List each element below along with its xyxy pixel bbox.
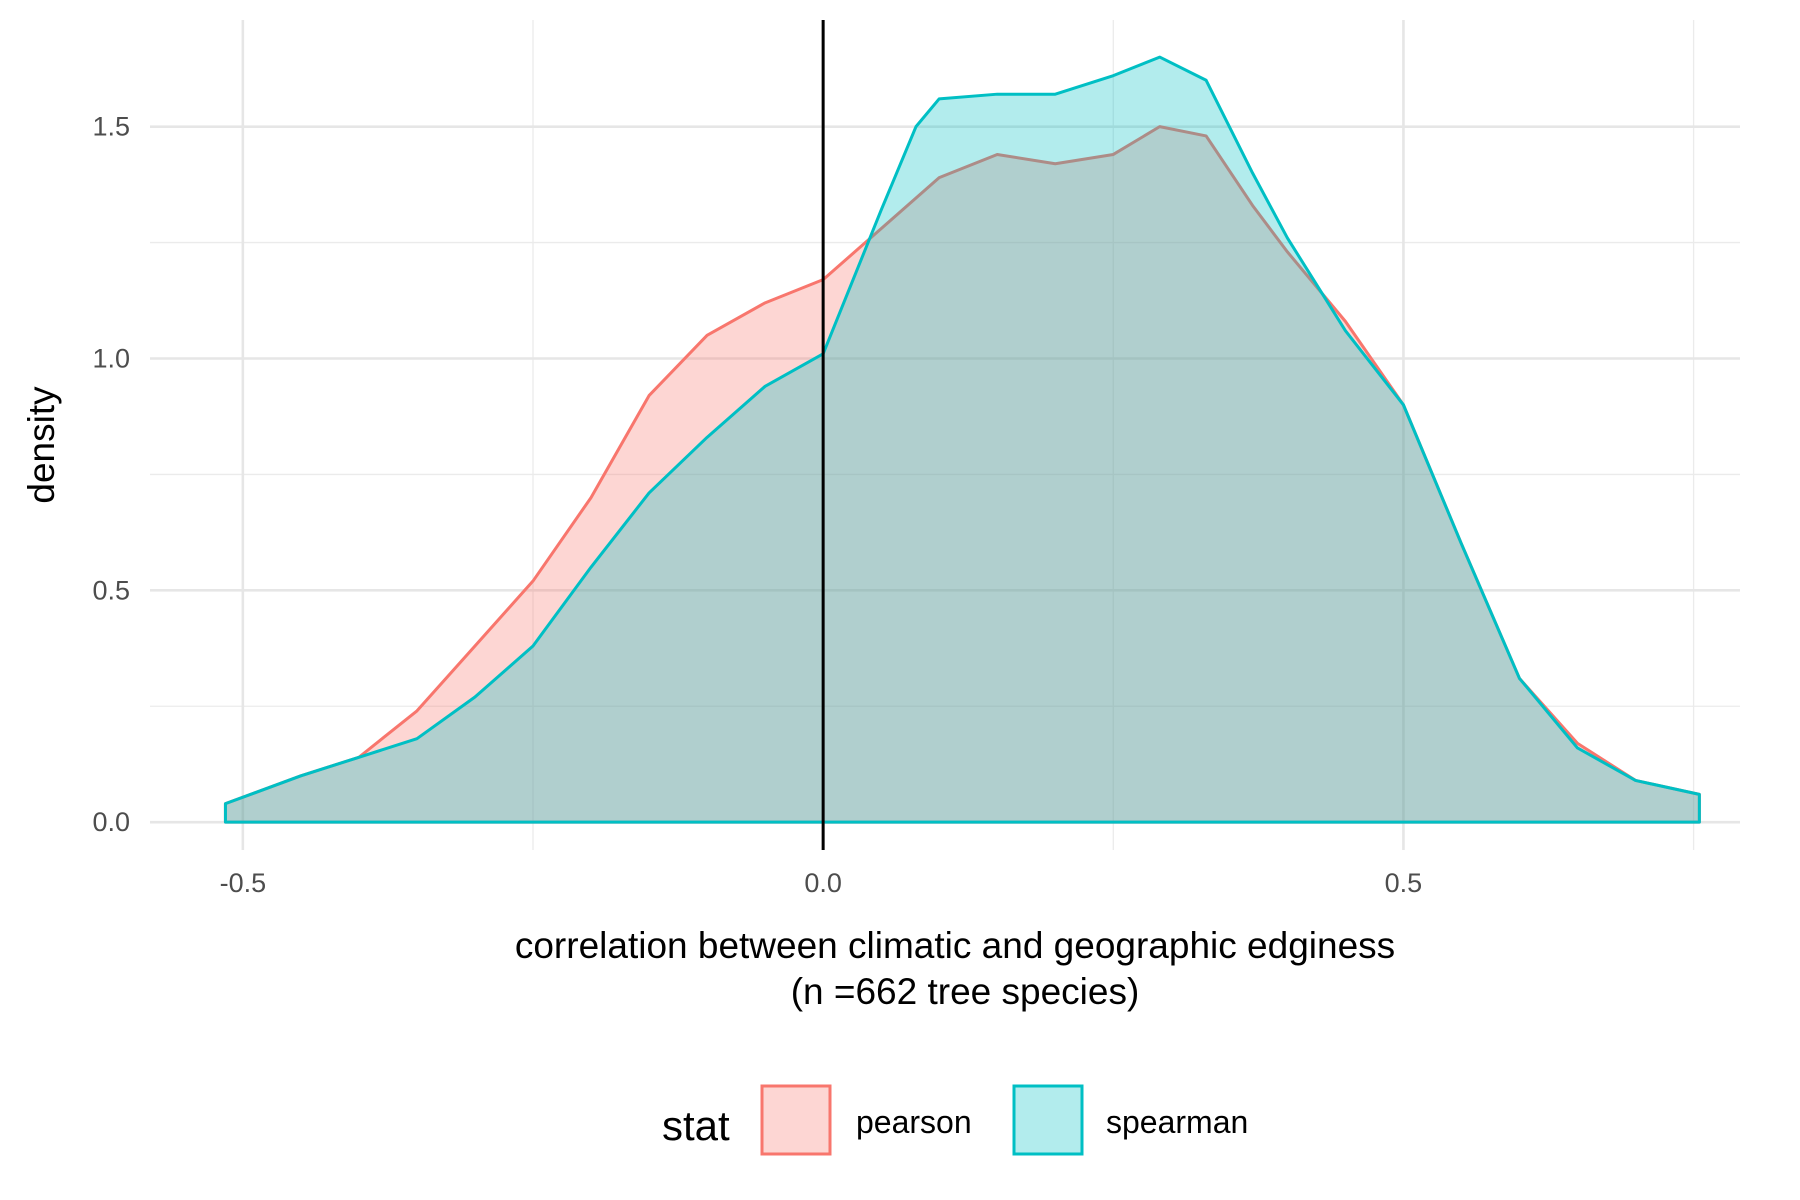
x-axis-title-line2: (n =662 tree species) — [791, 971, 1140, 1012]
y-axis-tick-labels: 0.0 0.5 1.0 1.5 — [92, 112, 130, 838]
minor-gridlines — [150, 20, 1740, 850]
x-axis-title: correlation between climatic and geograp… — [515, 925, 1395, 966]
y-axis-title: density — [21, 386, 62, 504]
legend-key-spearman — [1012, 1084, 1084, 1156]
legend-title: stat — [662, 1102, 730, 1149]
x-tick-label: 0.5 — [1385, 868, 1423, 898]
density-area-spearman — [223, 55, 1701, 824]
density-areas — [223, 55, 1701, 824]
x-tick-label: 0.0 — [804, 868, 842, 898]
y-tick-label: 1.5 — [92, 112, 130, 142]
legend: stat pearson spearman — [662, 1084, 1248, 1156]
legend-label-pearson: pearson — [856, 1104, 972, 1140]
legend-key-pearson — [760, 1084, 832, 1156]
x-axis-tick-labels: -0.5 0.0 0.5 — [220, 868, 1423, 898]
x-tick-label: -0.5 — [220, 868, 267, 898]
y-tick-label: 0.0 — [92, 807, 130, 837]
legend-label-spearman: spearman — [1106, 1104, 1248, 1140]
y-tick-label: 0.5 — [92, 575, 130, 605]
y-tick-label: 1.0 — [92, 343, 130, 373]
